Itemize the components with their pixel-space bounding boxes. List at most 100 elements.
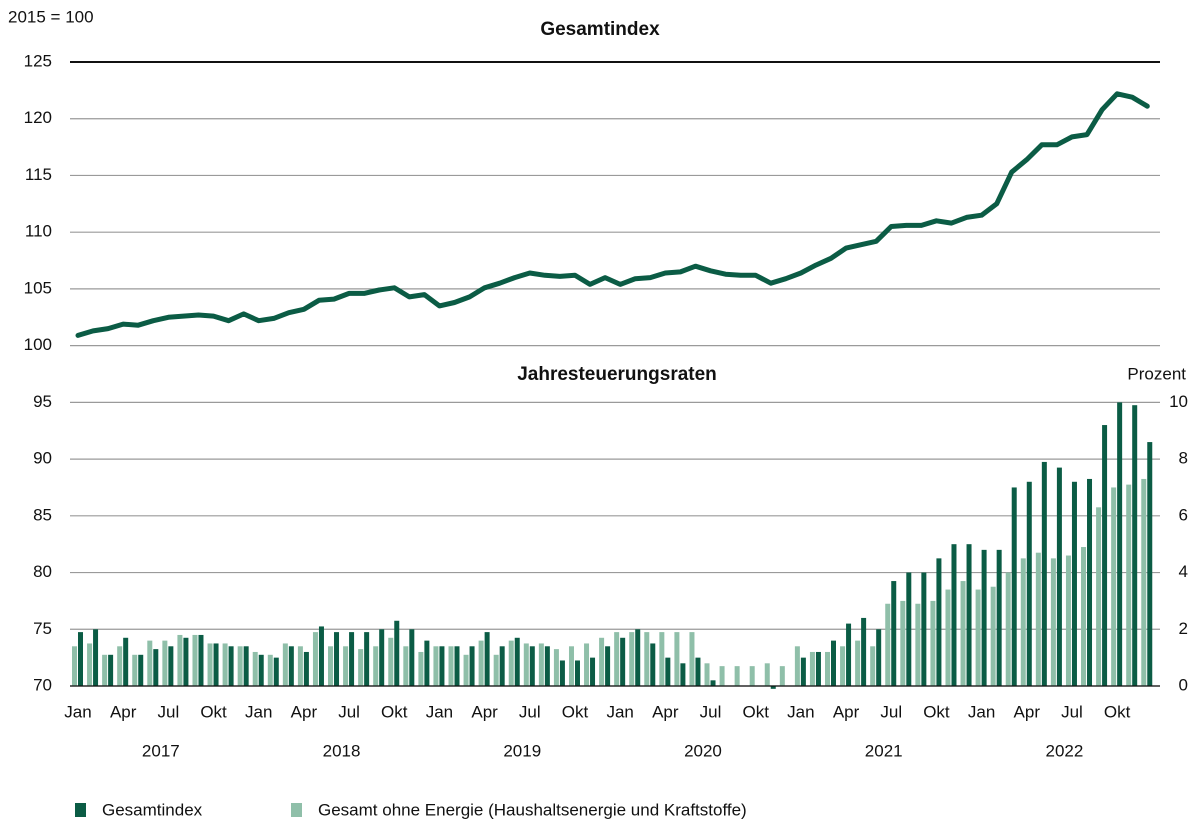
bar: [831, 640, 836, 686]
year-label: 2019: [503, 741, 541, 760]
y2-axis-label: Prozent: [1127, 364, 1186, 383]
bar: [123, 637, 129, 686]
x-tick-label: Jul: [700, 702, 722, 721]
bar: [885, 603, 891, 686]
x-tick-label: Jan: [968, 702, 995, 721]
y2-tick-label: 10: [1169, 392, 1188, 411]
bar: [891, 581, 897, 686]
bar: [930, 600, 936, 686]
line: [75, 91, 1150, 338]
x-tick-label: Jul: [880, 702, 902, 721]
x-tick-label: Jul: [338, 702, 360, 721]
bar: [734, 666, 740, 686]
bar: [674, 632, 680, 686]
y-tick-label: 85: [33, 505, 52, 524]
x-tick-label: Jan: [64, 702, 91, 721]
bar: [258, 654, 264, 686]
x-tick-label: Apr: [833, 702, 860, 721]
bar: [523, 643, 529, 686]
bar: [975, 589, 981, 686]
bar: [192, 634, 198, 686]
bar: [779, 666, 785, 686]
bar: [93, 629, 99, 686]
bar: [1132, 405, 1138, 686]
bar: [1141, 478, 1147, 686]
y-tick-label: 115: [25, 165, 52, 184]
bar: [117, 646, 123, 686]
bar: [409, 629, 415, 686]
x-tick-label: Apr: [1014, 702, 1041, 721]
year-label: 2020: [684, 741, 722, 760]
bar: [1071, 481, 1077, 686]
bar: [138, 654, 144, 686]
bar: [544, 646, 550, 686]
bar: [665, 657, 671, 686]
bar: [394, 620, 400, 686]
bar: [1147, 442, 1153, 686]
x-tick-label: Apr: [471, 702, 498, 721]
bar: [1035, 552, 1041, 686]
bar: [840, 646, 846, 686]
bar: [243, 646, 249, 686]
bar: [770, 686, 776, 689]
y-tick-label: 110: [25, 222, 52, 241]
x-tick-label: Jul: [519, 702, 541, 721]
bar: [448, 646, 454, 686]
bar: [870, 646, 876, 686]
bar: [168, 646, 174, 686]
y-tick-label: 75: [33, 619, 52, 638]
bar: [183, 637, 189, 686]
bar: [318, 626, 324, 686]
y-tick-label: 95: [33, 392, 52, 411]
bar: [695, 657, 701, 686]
y-tick-label: 120: [24, 108, 52, 127]
bar: [303, 651, 309, 686]
bar: [936, 558, 942, 686]
bar: [996, 549, 1002, 686]
bar: [538, 643, 544, 686]
y2-tick-label: 8: [1179, 449, 1188, 468]
bar: [252, 651, 258, 686]
bar: [403, 646, 409, 686]
bar: [87, 643, 93, 686]
legend-label: Gesamtindex: [102, 800, 203, 819]
bar: [605, 646, 611, 686]
bar: [222, 643, 228, 686]
bar: [153, 649, 159, 686]
bar: [574, 660, 580, 686]
bar: [388, 637, 394, 686]
bar: [635, 629, 641, 686]
bar: [559, 660, 565, 686]
bar: [78, 632, 83, 686]
y-tick-label: 80: [33, 562, 52, 581]
bar: [764, 663, 770, 686]
bar: [809, 651, 815, 686]
bar: [1096, 507, 1102, 686]
x-tick-label: Jul: [157, 702, 179, 721]
bar: [915, 603, 921, 686]
bar: [966, 544, 972, 686]
bar: [478, 640, 484, 686]
x-tick-label: Jan: [426, 702, 453, 721]
bar: [590, 657, 596, 686]
bar: [1111, 487, 1117, 686]
bar: [800, 657, 806, 686]
bar: [1041, 461, 1047, 686]
bar: [1081, 547, 1087, 686]
y-tick-label: 70: [33, 675, 52, 694]
bar: [794, 646, 800, 686]
bar: [553, 649, 559, 686]
bar: [921, 572, 927, 686]
bar: [710, 680, 716, 686]
bar: [846, 623, 852, 686]
bar: [1065, 555, 1071, 686]
bar: [680, 663, 686, 686]
bar: [499, 646, 505, 686]
bar: [358, 649, 364, 686]
bar: [689, 632, 695, 686]
y-tick-label: 90: [33, 449, 52, 468]
bar: [147, 640, 153, 686]
bar: [825, 651, 830, 686]
bar: [132, 654, 138, 686]
year-label: 2018: [323, 741, 361, 760]
